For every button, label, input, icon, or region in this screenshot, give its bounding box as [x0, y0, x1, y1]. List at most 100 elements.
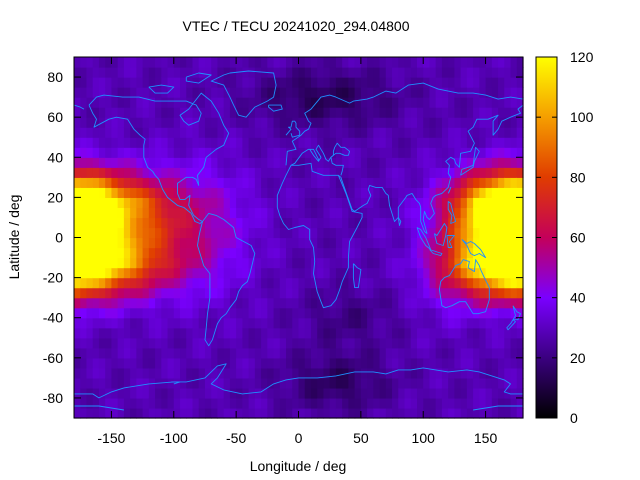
heatmap-cell — [416, 237, 424, 249]
heatmap-cell — [504, 367, 512, 379]
heatmap-cell — [186, 387, 194, 399]
heatmap-cell — [292, 367, 300, 379]
coastline-segment — [276, 162, 363, 309]
heatmap-cell — [111, 407, 119, 419]
heatmap-cell — [479, 237, 487, 249]
heatmap-cell — [454, 227, 462, 239]
heatmap-cell — [161, 267, 169, 279]
heatmap-cell — [111, 97, 119, 108]
heatmap-cell — [204, 117, 212, 128]
heatmap-cell — [286, 137, 293, 148]
heatmap-cell — [198, 187, 206, 198]
heatmap-cell — [491, 77, 499, 88]
heatmap-cell — [335, 237, 343, 249]
heatmap-cell — [211, 207, 219, 219]
heatmap-cell — [398, 157, 406, 168]
heatmap-cell — [273, 217, 281, 229]
heatmap-cell — [123, 267, 131, 279]
coastline-segment — [332, 142, 351, 156]
heatmap-cell — [323, 387, 331, 399]
heatmap-cell — [335, 357, 343, 369]
heatmap-cell — [111, 107, 119, 118]
heatmap-cell — [123, 157, 131, 168]
heatmap-cell — [298, 327, 306, 339]
heatmap-cell — [111, 87, 119, 98]
heatmap-cell — [423, 57, 431, 68]
heatmap-cell — [317, 137, 325, 148]
heatmap-cell — [155, 307, 162, 319]
heatmap-cell — [498, 287, 505, 299]
heatmap-cell — [204, 257, 212, 269]
heatmap-cell — [286, 307, 293, 319]
heatmap-cell — [454, 187, 462, 198]
heatmap-cell — [273, 237, 281, 249]
heatmap-cell — [286, 257, 293, 269]
heatmap-cell — [360, 177, 368, 188]
heatmap-cell — [410, 347, 418, 359]
heatmap-cell — [198, 247, 206, 259]
heatmap-cell — [310, 397, 318, 409]
heatmap-cell — [516, 127, 524, 138]
heatmap-cell — [298, 197, 306, 209]
heatmap-cell — [466, 317, 474, 329]
heatmap-cell — [98, 257, 106, 269]
heatmap-cell — [329, 167, 337, 178]
heatmap-cell — [460, 227, 468, 239]
heatmap-cell — [123, 337, 131, 349]
heatmap-cell — [204, 237, 212, 249]
heatmap-cell — [416, 107, 424, 118]
heatmap-cell — [323, 147, 331, 158]
heatmap-cell — [236, 237, 243, 249]
heatmap-cell — [148, 397, 156, 409]
heatmap-cell — [211, 107, 219, 118]
heatmap-cell — [335, 57, 343, 68]
heatmap-cell — [117, 57, 125, 68]
heatmap-cell — [111, 157, 119, 168]
heatmap-cell — [516, 187, 524, 198]
heatmap-cell — [473, 227, 480, 239]
coastline-segment — [397, 217, 402, 226]
heatmap-cell — [229, 77, 237, 88]
heatmap-cell — [161, 247, 169, 259]
heatmap-cell — [373, 377, 381, 389]
heatmap-cell — [392, 357, 399, 369]
heatmap-cell — [155, 357, 162, 369]
heatmap-cell — [354, 177, 362, 188]
heatmap-cell — [398, 147, 406, 158]
heatmap-cell — [342, 117, 349, 128]
heatmap-cell — [354, 77, 362, 88]
heatmap-cell — [441, 87, 449, 98]
heatmap-cell — [335, 97, 343, 108]
coastline-segment — [460, 146, 480, 176]
heatmap-cell — [360, 117, 368, 128]
heatmap-cell — [98, 337, 106, 349]
heatmap-cell — [298, 237, 306, 249]
heatmap-cell — [192, 357, 200, 369]
heatmap-cell — [454, 177, 462, 188]
heatmap-cell — [342, 107, 349, 118]
heatmap-cell — [416, 137, 424, 148]
heatmap-cell — [323, 127, 331, 138]
heatmap-cell — [448, 337, 456, 349]
heatmap-cell — [348, 337, 356, 349]
heatmap-cell — [298, 127, 306, 138]
heatmap-cell — [286, 287, 293, 299]
heatmap-cell — [261, 87, 268, 98]
heatmap-cell — [136, 287, 144, 299]
heatmap-cell — [142, 97, 150, 108]
heatmap-cell — [167, 297, 175, 309]
heatmap-cell — [248, 377, 256, 389]
heatmap-cell — [204, 407, 212, 419]
heatmap-cell — [161, 137, 169, 148]
heatmap-cell — [130, 217, 137, 229]
heatmap-cell — [148, 407, 156, 419]
heatmap-cell — [310, 357, 318, 369]
heatmap-cell — [242, 297, 250, 309]
colorbar-tick-label: 120 — [570, 49, 594, 65]
heatmap-cell — [86, 347, 94, 359]
heatmap-cell — [441, 237, 449, 249]
heatmap-cell — [142, 77, 150, 88]
heatmap-cell — [491, 67, 499, 78]
heatmap-cell — [298, 387, 306, 399]
